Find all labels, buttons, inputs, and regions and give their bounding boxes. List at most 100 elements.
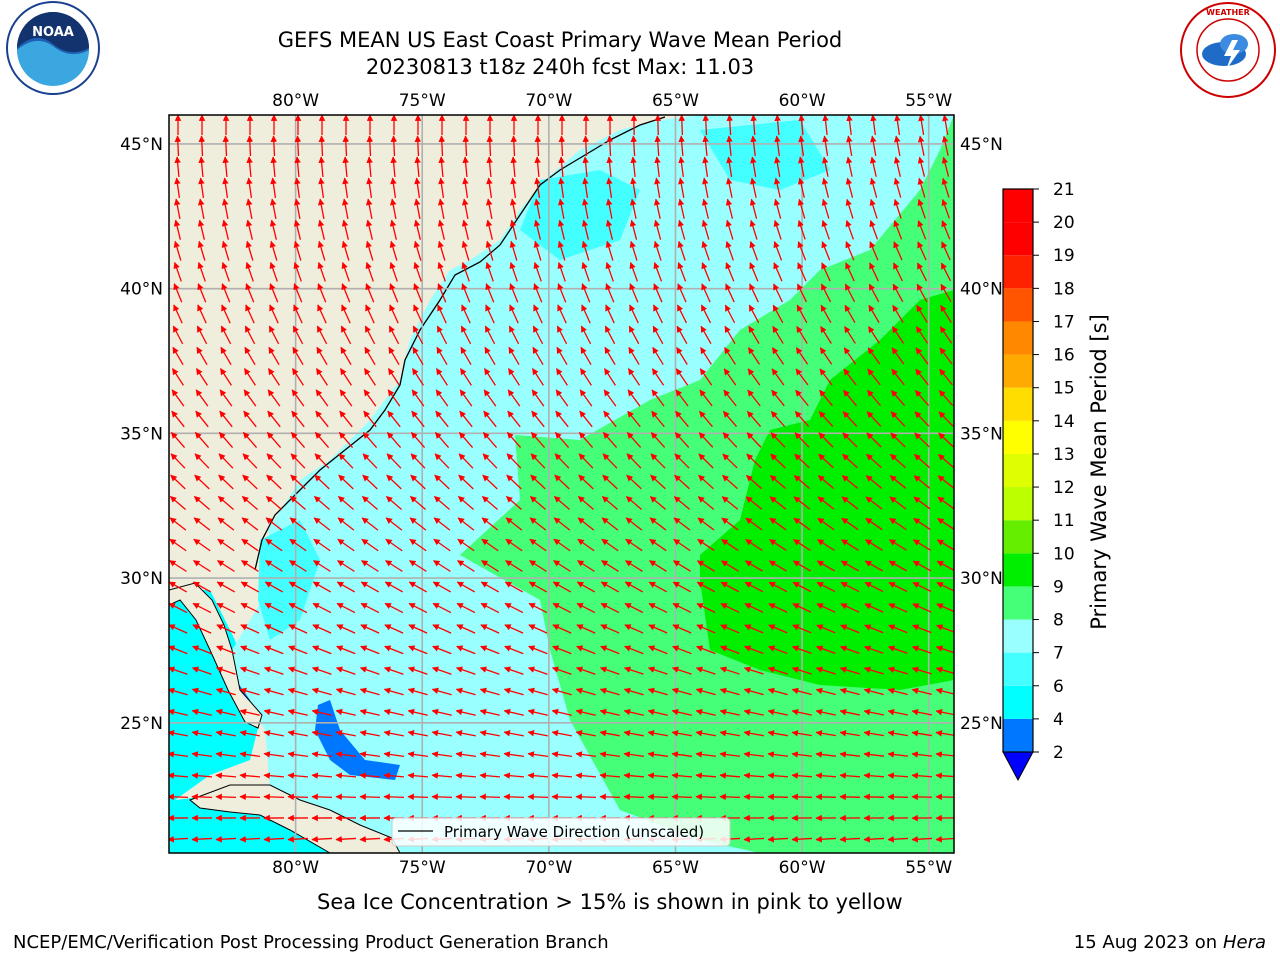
wave-arrow	[695, 772, 717, 779]
wave-arrow	[527, 793, 549, 801]
wave-arrow	[337, 538, 355, 552]
wave-arrow	[647, 751, 668, 758]
wave-arrow	[917, 241, 927, 261]
wave-arrow	[625, 538, 643, 552]
wave-arrow	[558, 135, 566, 157]
wave-arrow	[510, 156, 517, 178]
wave-arrow	[363, 389, 377, 407]
wave-arrow	[193, 538, 211, 552]
wave-arrow	[793, 539, 811, 551]
wave-arrow	[388, 368, 400, 386]
wave-arrow	[317, 283, 327, 303]
wave-arrow	[389, 283, 399, 303]
wave-arrow	[792, 581, 812, 593]
wave-arrow	[623, 793, 645, 801]
wave-arrow	[174, 177, 181, 198]
wave-arrow	[240, 624, 260, 634]
wave-arrow	[844, 304, 856, 323]
wave-arrow	[553, 538, 571, 552]
wave-arrow	[648, 602, 668, 614]
wave-arrow	[772, 304, 784, 324]
wave-arrow	[767, 687, 788, 696]
wave-arrow	[529, 538, 547, 552]
wave-arrow	[889, 475, 907, 489]
wave-arrow	[748, 325, 760, 344]
wave-arrow	[863, 751, 885, 758]
wave-arrow	[581, 304, 591, 324]
wave-arrow	[341, 219, 350, 240]
wave-arrow	[527, 730, 548, 737]
wave-arrow	[697, 496, 715, 510]
wave-arrow	[215, 835, 237, 843]
wave-arrow	[527, 708, 548, 716]
wave-arrow	[407, 687, 428, 696]
wave-arrow	[385, 538, 403, 552]
wave-arrow	[533, 283, 543, 303]
wave-arrow	[362, 453, 378, 469]
wave-arrow	[263, 730, 284, 737]
wave-arrow	[529, 560, 547, 572]
wave-arrow	[457, 560, 475, 572]
wave-arrow	[365, 261, 374, 282]
wave-arrow	[384, 624, 404, 634]
wave-arrow	[912, 539, 931, 551]
wave-arrow	[791, 730, 812, 737]
wave-arrow	[264, 624, 284, 634]
wave-arrow	[244, 368, 256, 386]
wave-arrow	[939, 368, 953, 386]
wave-arrow	[719, 793, 741, 801]
wave-arrow	[361, 495, 379, 511]
wave-arrow	[531, 389, 545, 407]
wave-arrow	[243, 389, 257, 407]
wave-arrow	[313, 560, 331, 572]
wave-arrow	[553, 495, 571, 511]
wave-arrow	[503, 666, 524, 675]
wave-arrow	[359, 687, 380, 696]
wave-arrow	[508, 325, 520, 345]
wave-arrow	[267, 389, 281, 407]
wave-arrow	[364, 346, 376, 365]
wave-arrow	[341, 240, 350, 261]
wave-arrow	[603, 368, 617, 386]
wave-arrow	[935, 708, 954, 716]
wave-arrow	[580, 368, 592, 386]
wave-arrow	[263, 835, 285, 843]
wave-arrow	[770, 432, 786, 448]
wave-arrow	[578, 474, 594, 490]
wave-arrow	[527, 666, 548, 675]
wave-arrow	[869, 262, 879, 282]
wave-arrow	[384, 602, 404, 614]
wave-arrow	[338, 431, 354, 448]
wave-arrow	[383, 772, 405, 779]
wave-arrow	[312, 624, 332, 634]
wave-arrow	[720, 581, 740, 593]
wave-arrow	[749, 219, 758, 240]
wave-arrow	[510, 135, 518, 157]
wave-arrow	[605, 261, 614, 282]
wave-arrow	[507, 389, 521, 407]
wave-arrow	[410, 474, 426, 490]
wave-arrow	[893, 241, 903, 261]
wave-arrow	[720, 603, 740, 613]
wave-arrow	[935, 645, 954, 654]
wave-arrow	[767, 666, 788, 675]
wave-arrow	[599, 772, 621, 779]
wave-arrow	[935, 687, 954, 695]
wave-arrow	[887, 708, 908, 716]
wave-arrow	[821, 219, 830, 240]
wave-arrow	[817, 496, 835, 510]
wave-arrow	[461, 283, 471, 303]
wave-arrow	[630, 177, 637, 198]
wave-arrow	[169, 772, 189, 779]
wave-arrow	[218, 431, 234, 448]
wave-arrow	[743, 687, 764, 696]
wave-arrow	[437, 261, 446, 282]
wave-arrow	[341, 283, 351, 303]
wave-arrow	[653, 240, 662, 261]
wave-arrow	[771, 347, 785, 365]
wave-arrow	[216, 645, 236, 655]
wave-arrow	[263, 751, 284, 758]
wave-arrow	[845, 177, 854, 198]
wave-arrow	[893, 156, 901, 177]
wave-arrow	[678, 115, 686, 136]
